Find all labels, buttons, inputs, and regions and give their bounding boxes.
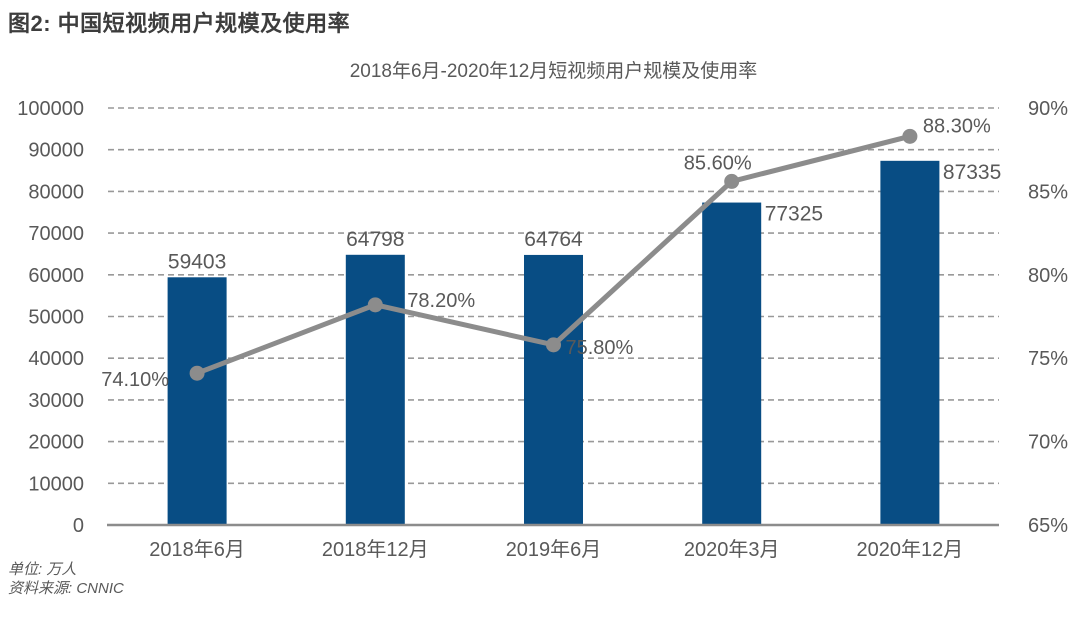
x-axis-label: 2018年12月 xyxy=(322,538,429,561)
bar-value-label: 59403 xyxy=(168,250,226,273)
right-axis-tick: 85% xyxy=(1028,181,1068,203)
x-axis-label: 2018年6月 xyxy=(149,538,245,561)
line-value-label: 75.80% xyxy=(566,337,634,359)
left-axis-tick: 80000 xyxy=(28,181,84,203)
left-axis-tick: 30000 xyxy=(28,390,84,412)
bar-value-label: 64798 xyxy=(346,228,404,251)
line-marker xyxy=(724,173,740,189)
line-value-label: 74.10% xyxy=(101,369,169,391)
left-axis-tick: 20000 xyxy=(28,432,84,454)
chart-title: 2018年6月-2020年12月短视频用户规模及使用率 xyxy=(349,61,758,82)
left-axis-tick: 50000 xyxy=(28,307,84,329)
left-axis-tick: 60000 xyxy=(28,265,84,287)
left-axis-tick: 100000 xyxy=(17,98,84,120)
figure-title: 图2: 中国短视频用户规模及使用率 xyxy=(8,11,351,36)
line-marker xyxy=(546,337,561,353)
line-marker xyxy=(902,128,918,144)
left-axis-tick: 90000 xyxy=(28,140,84,162)
bar xyxy=(880,160,940,525)
right-axis-tick: 70% xyxy=(1028,432,1068,454)
left-axis-tick: 70000 xyxy=(28,223,84,245)
line-value-label: 85.60% xyxy=(684,152,752,174)
bar-value-label: 64764 xyxy=(524,228,583,251)
left-axis-tick: 0 xyxy=(73,515,84,537)
right-axis-tick: 75% xyxy=(1028,348,1068,370)
left-axis-tick: 10000 xyxy=(28,473,84,495)
source-note: 资料来源: CNNIC xyxy=(8,580,124,597)
line-marker xyxy=(367,297,383,313)
x-axis-label: 2020年3月 xyxy=(684,538,780,561)
bar-value-label: 77325 xyxy=(765,203,823,226)
bar xyxy=(524,254,583,525)
bar xyxy=(167,277,227,525)
bar xyxy=(345,254,405,525)
line-value-label: 78.20% xyxy=(407,290,475,312)
right-axis-tick: 65% xyxy=(1028,515,1068,537)
line-value-label: 88.30% xyxy=(923,115,991,137)
chart-footnotes: 单位: 万人 资料来源: CNNIC xyxy=(8,560,124,598)
line-marker xyxy=(189,365,205,381)
right-axis-tick: 90% xyxy=(1028,98,1068,120)
x-axis-label: 2019年6月 xyxy=(506,538,602,561)
bar xyxy=(702,202,762,525)
unit-note: 单位: 万人 xyxy=(8,561,77,578)
x-axis-label: 2020年12月 xyxy=(857,538,964,561)
left-axis-tick: 40000 xyxy=(28,348,84,370)
right-axis-tick: 80% xyxy=(1028,265,1068,287)
bar-value-label: 87335 xyxy=(943,161,1001,184)
